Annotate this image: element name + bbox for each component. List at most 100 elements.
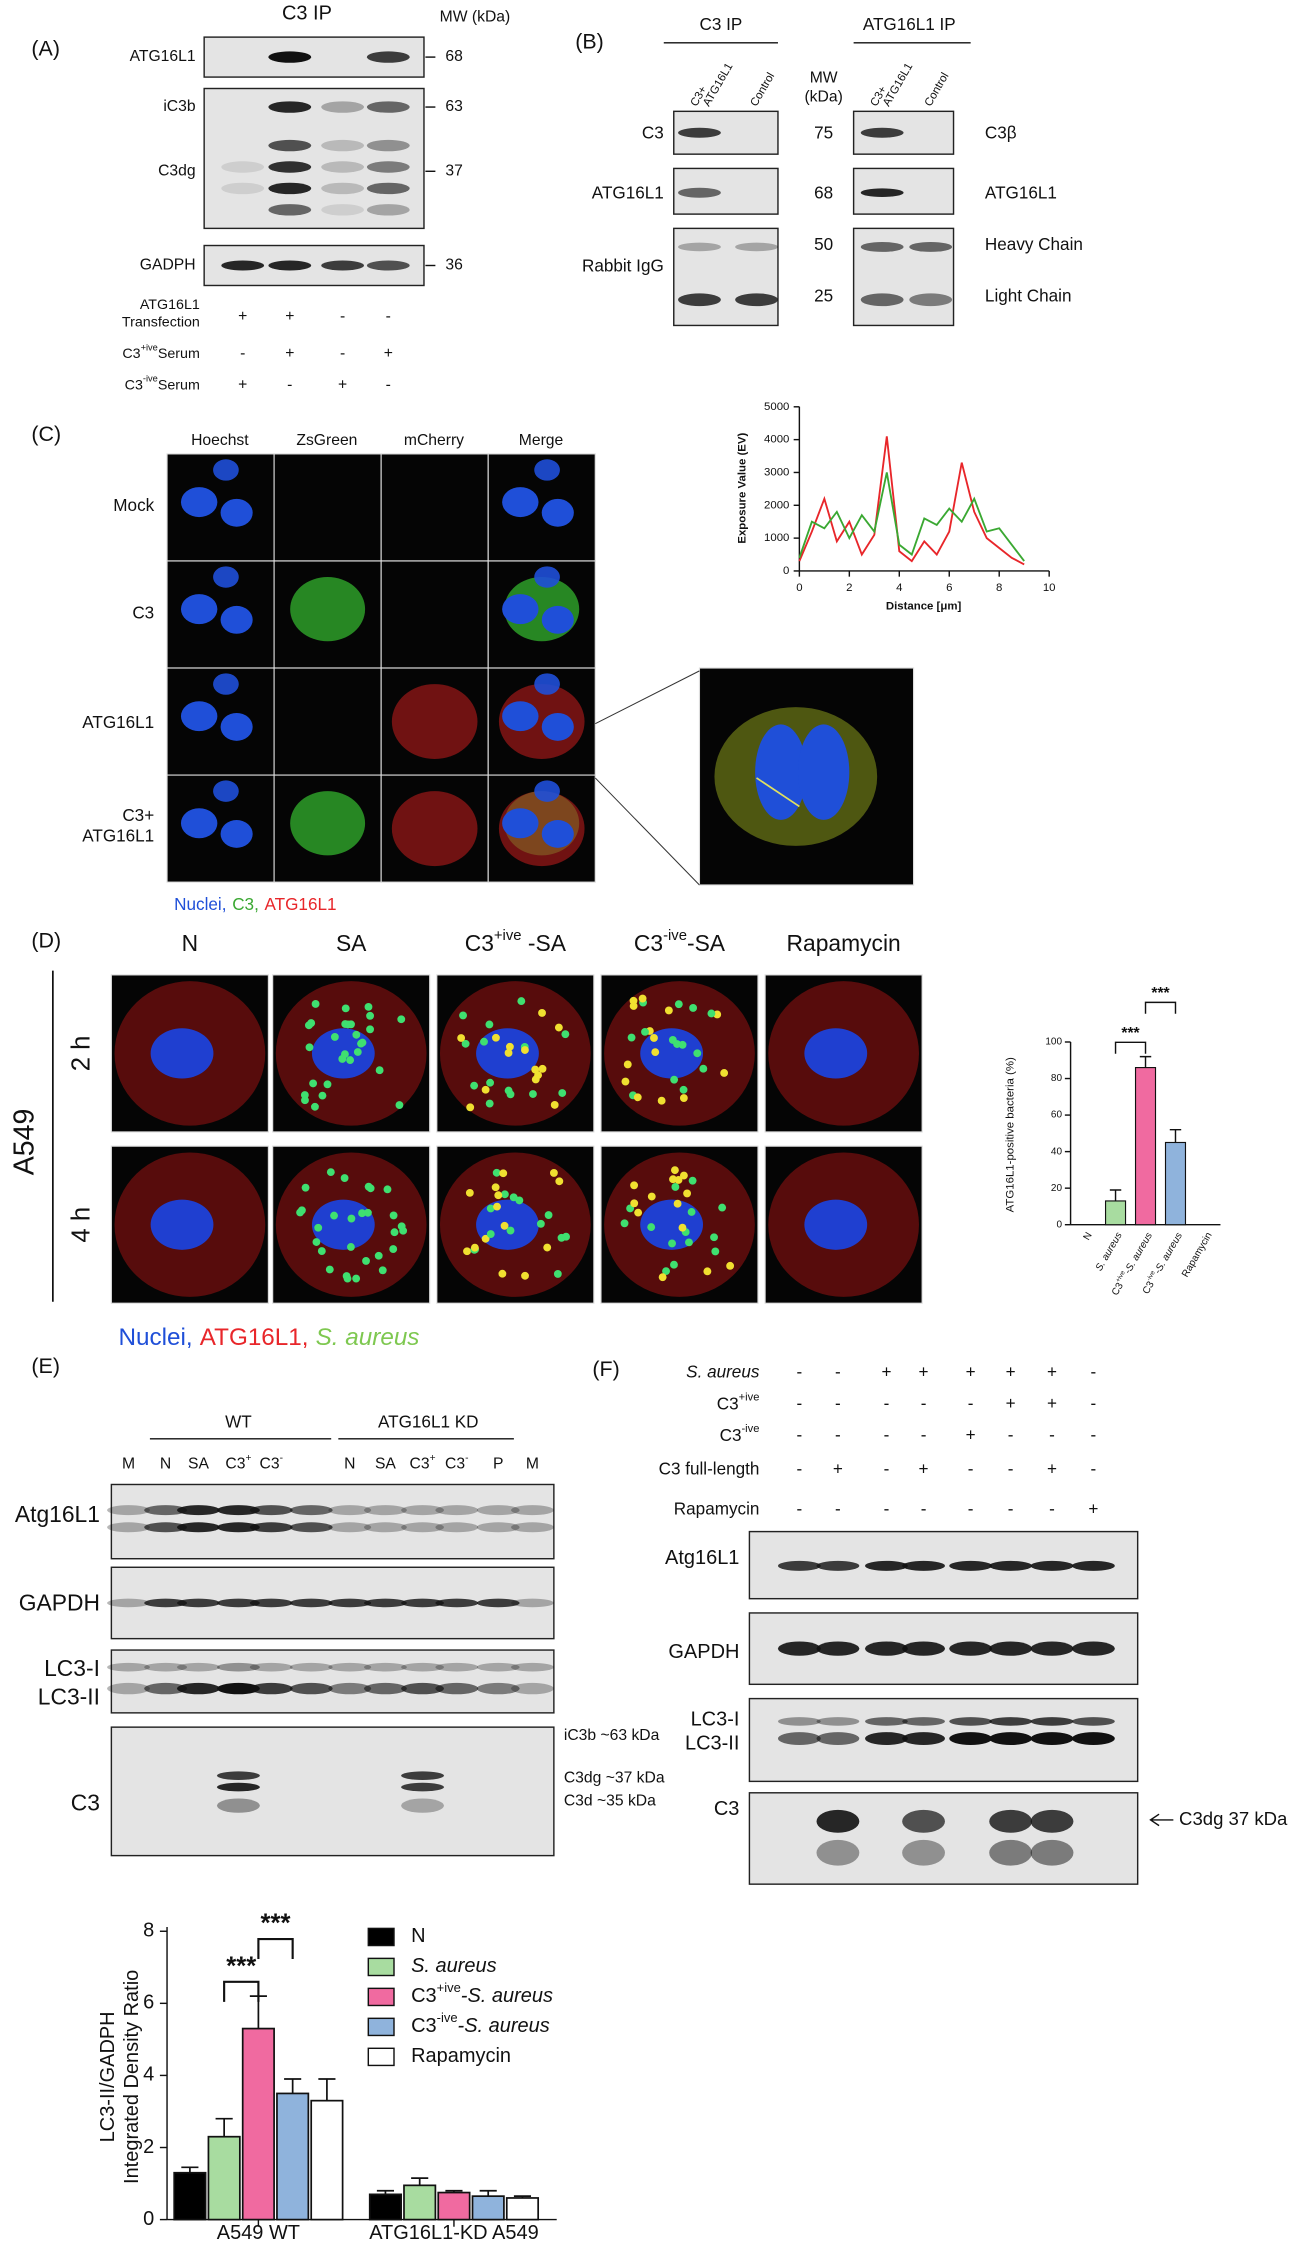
label: ATG16L1 KD (378, 1413, 478, 1432)
cell-signal (312, 1238, 321, 1246)
label: 6 (143, 1992, 154, 2014)
cell-signal (485, 1099, 494, 1108)
cell-signal (504, 1049, 513, 1057)
label: + (338, 377, 347, 394)
cell-signal (509, 1193, 518, 1202)
blot-band (435, 1505, 479, 1516)
legend-entry: Nuclei, (174, 894, 226, 913)
blot-band (902, 1560, 945, 1571)
label: C3β (985, 124, 1017, 143)
label: MW (810, 70, 838, 87)
cell-signal (517, 997, 526, 1006)
blot-band (328, 1662, 372, 1672)
label: + (1006, 1394, 1016, 1413)
label: - (386, 308, 391, 325)
label: 75 (814, 124, 833, 143)
label: *** (261, 1910, 291, 1938)
cell-signal (325, 1265, 334, 1274)
label: Mock (113, 496, 154, 515)
error-bar (513, 2195, 532, 2198)
cell-signal (558, 1089, 567, 1097)
blot-band (268, 51, 312, 63)
label: ATG16L1 (701, 61, 735, 109)
cell-signal (693, 1049, 702, 1058)
cell-signal (363, 1208, 372, 1217)
label: C3 IP (699, 15, 742, 34)
cell-signal (358, 1038, 367, 1047)
cell-signal (362, 1256, 370, 1265)
cell-signal (309, 1079, 318, 1088)
label: - (921, 1425, 927, 1444)
cell-signal (375, 1066, 384, 1075)
cell-signal (687, 1208, 696, 1216)
cell-signal (538, 1064, 547, 1073)
label-sup: +ive (494, 928, 522, 944)
significance-bracket (223, 1980, 260, 2002)
error-bar (479, 2189, 497, 2197)
label: mCherry (404, 432, 464, 449)
blot-band (678, 187, 721, 198)
label-part: C3 (411, 1985, 437, 2007)
label-part: C3 (465, 930, 494, 956)
blot-band (989, 1717, 1033, 1726)
blot-band (511, 1662, 554, 1672)
cell-signal (534, 566, 560, 588)
label: 0 (1056, 1219, 1062, 1230)
label: *** (226, 1952, 256, 1980)
cell-signal (521, 1271, 529, 1280)
blot-band (289, 1505, 333, 1516)
blot-band (435, 1662, 479, 1672)
legend-entry: Nuclei, (119, 1324, 193, 1351)
error-bar (318, 2078, 336, 2101)
cell-signal (397, 1222, 406, 1231)
label: C3+ive -SA (465, 928, 567, 956)
label: - (1008, 1425, 1014, 1444)
label: N (160, 1456, 171, 1473)
legend: Nuclei, C3, ATG16L1 (174, 894, 336, 913)
label: C3 (642, 124, 664, 143)
label: ATG16L1 (140, 297, 200, 313)
cell-signal (150, 1199, 214, 1250)
label: iC3b (163, 98, 196, 115)
label: - (968, 1500, 974, 1519)
blot-band (401, 1598, 444, 1608)
blot (110, 1726, 555, 1857)
micrograph (380, 453, 489, 562)
label: - (1049, 1425, 1055, 1444)
cell-signal (674, 1176, 683, 1184)
label: 2 (846, 582, 852, 594)
cell-signal (678, 1040, 687, 1049)
blot-band (144, 1662, 188, 1672)
label-part: -S. aureus (458, 2015, 550, 2037)
legend-entry: ATG16L1, (200, 1324, 309, 1351)
bar (241, 2027, 275, 2221)
label: Control (923, 71, 952, 109)
cell-signal (668, 1239, 676, 1248)
bar (1134, 1067, 1157, 1226)
blot-band (401, 1522, 444, 1533)
label: Atg16L1 (15, 1501, 100, 1527)
label: LC3-I (44, 1655, 100, 1681)
label: A549 WT (217, 2222, 300, 2241)
label: N (182, 930, 199, 956)
cell-signal (383, 1185, 392, 1194)
label: C3+ (410, 1453, 436, 1473)
label-sup: +ive (739, 1392, 760, 1404)
blot-band (107, 1682, 150, 1695)
bar (276, 2092, 310, 2221)
blot-band (989, 1641, 1033, 1656)
cell-signal (668, 1035, 677, 1044)
cell-signal (679, 1171, 688, 1180)
cell-signal (220, 820, 253, 848)
cell-signal (688, 1176, 697, 1185)
cell-signal (492, 1168, 501, 1177)
blot (748, 1792, 1139, 1885)
blot-band (217, 1662, 260, 1672)
cell-signal (485, 1020, 494, 1029)
label: Rapamycin (674, 1500, 760, 1519)
blot-band (177, 1662, 220, 1672)
label: (E) (31, 1354, 60, 1378)
cell-signal (366, 1184, 375, 1193)
label: C3+ (225, 1453, 251, 1473)
